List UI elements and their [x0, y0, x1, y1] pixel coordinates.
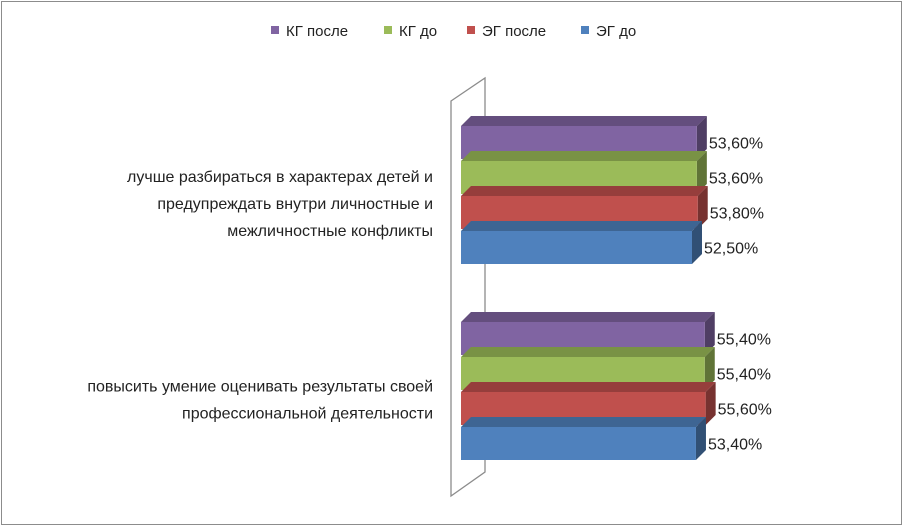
bar-side-face — [705, 382, 716, 425]
data-label: 55,60% — [718, 402, 772, 419]
legend-entry: ЭГ до — [596, 23, 636, 40]
legend-swatch — [581, 26, 589, 34]
category-label: повысить умение оценивать результаты сво… — [87, 379, 433, 396]
bar-side-face — [695, 417, 706, 460]
bar-top-face — [461, 116, 707, 126]
bar-side-face — [696, 151, 707, 194]
legend-swatch — [271, 26, 279, 34]
legend-swatch — [384, 26, 392, 34]
bar-side-face — [696, 116, 707, 159]
bar-top-face — [461, 312, 715, 322]
bar-top-face — [461, 151, 707, 161]
data-label: 55,40% — [717, 332, 771, 349]
bar-side-face — [692, 221, 702, 264]
bar-side-face — [704, 312, 715, 355]
category-label: межличностные конфликты — [227, 223, 433, 240]
data-label: 53,60% — [709, 171, 763, 188]
data-label: 52,50% — [704, 241, 758, 258]
legend-swatch — [467, 26, 475, 34]
bar-top-face — [461, 417, 706, 427]
data-label: 53,80% — [710, 206, 764, 223]
category-label: профессиональной деятельности — [182, 406, 433, 423]
legend-entry: КГ после — [286, 23, 348, 40]
bar-top-face — [461, 347, 715, 357]
data-label: 53,60% — [709, 136, 763, 153]
bar-top-face — [461, 186, 708, 196]
bar-top-face — [461, 221, 702, 231]
category-label: лучше разбираться в характерах детей и — [127, 169, 433, 186]
data-label: 55,40% — [717, 367, 771, 384]
bar-side-face — [697, 186, 708, 229]
data-label: 53,40% — [708, 437, 762, 454]
legend-entry: ЭГ после — [482, 23, 546, 40]
bar-top-face — [461, 382, 716, 392]
bar-side-face — [704, 347, 715, 390]
bar — [461, 231, 692, 264]
legend-entry: КГ до — [399, 23, 437, 40]
bar — [461, 427, 696, 460]
category-label: предупреждать внутри личностные и — [157, 196, 433, 213]
